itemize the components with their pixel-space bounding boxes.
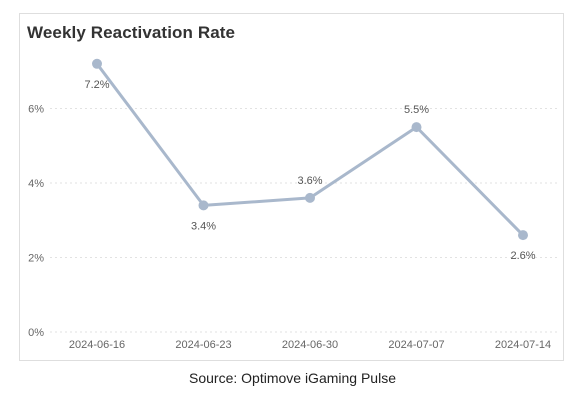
x-tick-label: 2024-06-30 [282,339,338,351]
series-line [95,62,525,237]
chart-card: Weekly Reactivation Rate 0% 2% 4% 6% 2024-0… [19,13,564,361]
x-tick-label: 2024-07-14 [495,339,551,351]
data-labels: 7.2% 3.4% 3.6% 5.5% 2.6% [84,79,535,262]
data-point [198,200,209,211]
y-axis-ticks: 0% 2% 4% 6% [28,104,44,340]
y-tick-label: 2% [28,253,44,265]
x-tick-label: 2024-06-23 [175,339,231,351]
grid-lines [50,108,559,333]
y-tick-label: 4% [28,178,44,190]
data-label: 2.6% [510,250,535,262]
x-axis-ticks: 2024-06-16 2024-06-23 2024-06-30 2024-07-07… [69,339,551,351]
data-point [518,230,528,241]
data-label: 7.2% [84,79,109,91]
y-tick-label: 6% [28,104,44,116]
data-label: 3.6% [297,175,322,187]
data-point [305,192,315,203]
data-label: 5.5% [404,104,429,116]
data-label: 3.4% [191,220,216,232]
x-tick-label: 2024-06-16 [69,339,125,351]
data-point [92,58,102,69]
chart-title: Weekly Reactivation Rate [27,23,236,42]
series-reactivation-rate [92,58,528,241]
source-note: Source: Optimove iGaming Pulse [189,370,396,386]
data-point [411,122,422,133]
plot-area: 0%2%4%6% 2024-06-16 2024-06-23 2024-06-30 2… [28,58,559,351]
x-tick-label: 2024-07-07 [388,339,444,351]
y-tick-label: 0% [28,327,44,339]
